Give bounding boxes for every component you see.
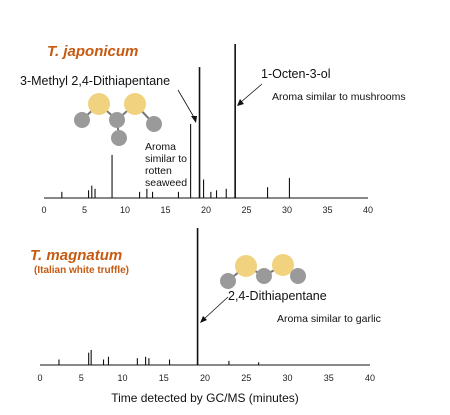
x-tick-label-t-japonicum-20: 20	[201, 205, 211, 215]
3-methyl-2,4-dithiapentane-molecule-icon	[74, 93, 162, 146]
x-axis-ticks-t-japonicum: 0 5 10 15 20 25 30 35 40	[41, 205, 373, 215]
annotation-3-methyl-2-4-dithiapentane: 3-Methyl 2,4-Dithiapentane	[20, 74, 170, 88]
arrow-to-2-4-dithiapentane-peak	[200, 296, 229, 323]
annotation-aroma-rotten-seaweed: Aroma similar to rotten seaweed	[145, 141, 187, 189]
x-tick-label-t-magnatum-15: 15	[159, 373, 169, 383]
x-tick-label-t-magnatum-30: 30	[282, 373, 292, 383]
x-tick-label-t-japonicum-35: 35	[322, 205, 332, 215]
x-tick-label-t-magnatum-10: 10	[117, 373, 127, 383]
x-tick-label-t-magnatum-25: 25	[241, 373, 251, 383]
x-tick-label-t-japonicum-10: 10	[120, 205, 130, 215]
x-tick-label-t-japonicum-40: 40	[363, 205, 373, 215]
carbon-atom	[146, 116, 162, 132]
carbon-atom	[74, 112, 90, 128]
annotation-2-4-dithiapentane: 2,4-Dithiapentane	[228, 289, 327, 303]
chart-panel-t-magnatum: T. magnatum (Italian white truffle) 0 5 10…	[30, 228, 381, 383]
x-tick-label-t-magnatum-35: 35	[324, 373, 334, 383]
2,4-dithiapentane-molecule-icon	[220, 254, 306, 289]
sulfur-atom	[235, 255, 257, 277]
annotation-1-octen-3-ol: 1-Octen-3-ol	[261, 67, 330, 81]
x-tick-label-t-magnatum-20: 20	[200, 373, 210, 383]
panel-title-t-japonicum: T. japonicum	[47, 43, 138, 60]
sulfur-atom	[88, 93, 110, 115]
carbon-atom	[290, 268, 306, 284]
x-tick-label-t-japonicum-30: 30	[282, 205, 292, 215]
chromatogram-t-japonicum	[61, 44, 290, 198]
x-tick-label-t-japonicum-0: 0	[41, 205, 46, 215]
x-tick-label-t-magnatum-5: 5	[79, 373, 84, 383]
x-axis-title: Time detected by GC/MS (minutes)	[111, 391, 299, 405]
annotation-aroma-mushrooms: Aroma similar to mushrooms	[272, 91, 406, 103]
panel-title-t-magnatum: T. magnatum	[30, 247, 122, 264]
x-tick-label-t-japonicum-5: 5	[82, 205, 87, 215]
carbon-atom	[256, 268, 272, 284]
annotation-aroma-garlic: Aroma similar to garlic	[277, 313, 381, 325]
arrow-to-1-octen-3-ol-peak	[237, 83, 263, 106]
x-tick-label-t-japonicum-15: 15	[160, 205, 170, 215]
panel-subtitle-italian-white-truffle: (Italian white truffle)	[34, 265, 129, 276]
x-axis-ticks-t-magnatum: 0 5 10 15 20 25 30 35 40	[37, 373, 375, 383]
carbon-atom	[220, 273, 236, 289]
arrow-to-3-methyl-peak	[177, 89, 197, 123]
x-tick-label-t-magnatum-0: 0	[37, 373, 42, 383]
carbon-atom	[109, 112, 125, 128]
sulfur-atom	[272, 254, 294, 276]
x-tick-label-t-magnatum-40: 40	[365, 373, 375, 383]
x-tick-label-t-japonicum-25: 25	[241, 205, 251, 215]
sulfur-atom	[124, 93, 146, 115]
chromatogram-t-magnatum	[58, 228, 260, 365]
carbon-atom	[111, 130, 127, 146]
chart-panel-t-japonicum: T. japonicum 0 5 10 15 20 25 30 35 40 3-Methyl 2…	[20, 43, 406, 215]
